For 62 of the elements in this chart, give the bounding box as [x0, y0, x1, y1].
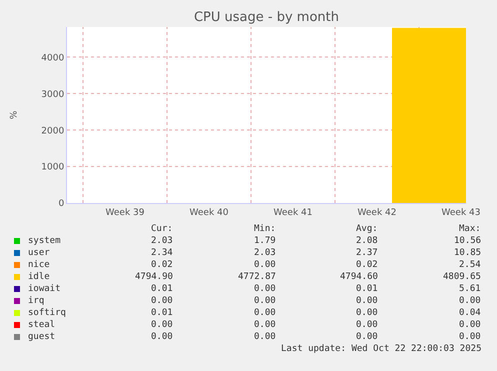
y-tick-label: 2000 — [41, 126, 64, 136]
text: 2.54 — [459, 260, 481, 270]
text: 0.00 — [254, 308, 276, 318]
y-tick-label: 0 — [58, 199, 64, 210]
text: 0.00 — [459, 332, 481, 342]
text: 0.00 — [254, 284, 276, 294]
text: 0.00 — [151, 332, 173, 342]
text: Cur: — [151, 224, 173, 234]
legend-label: iowait — [28, 284, 61, 294]
text: 0.00 — [459, 320, 481, 330]
text: Last update: Wed Oct 22 22:00:03 2025 — [281, 344, 482, 354]
text: 0.01 — [356, 284, 378, 294]
legend-label: system — [28, 236, 61, 246]
text: 4794.60 — [340, 272, 378, 282]
y-tick-label: 1000 — [41, 162, 64, 173]
x-tick-label: Week 43 — [442, 208, 480, 218]
text: 10.56 — [454, 236, 482, 246]
legend-label: idle — [28, 272, 50, 282]
text: Max: — [459, 224, 481, 234]
text: 2.37 — [356, 248, 378, 258]
text: 0.01 — [151, 284, 173, 294]
text: 4794.90 — [135, 272, 173, 282]
text: 0.04 — [459, 308, 481, 318]
x-tick-label: Week 42 — [358, 208, 396, 218]
y-tick-label: 3000 — [41, 90, 64, 100]
legend-label: user — [28, 248, 50, 258]
text: 4772.87 — [238, 272, 276, 282]
legend-label: softirq — [28, 308, 66, 318]
text: 0.02 — [356, 260, 378, 270]
text: 0.02 — [151, 260, 173, 270]
text: 0.00 — [356, 320, 378, 330]
text: 0.00 — [459, 296, 481, 306]
text: 1.79 — [254, 236, 276, 246]
text: 0.00 — [254, 332, 276, 342]
text: 2.08 — [356, 236, 378, 246]
x-tick-label: Week 40 — [190, 208, 229, 218]
text: 0.01 — [151, 308, 173, 318]
text: 4809.65 — [443, 272, 481, 282]
text: 2.03 — [254, 248, 276, 258]
text: 0.00 — [254, 260, 276, 270]
text: 2.03 — [151, 236, 173, 246]
y-tick-label: 4000 — [41, 53, 64, 64]
legend-label: steal — [28, 320, 56, 330]
legend-label: irq — [28, 296, 44, 306]
text: Min: — [254, 224, 276, 234]
y-axis-title: % — [10, 110, 20, 120]
text: 0.00 — [151, 320, 173, 330]
legend-label: nice — [28, 260, 50, 270]
text: 5.61 — [459, 284, 481, 294]
x-tick-label: Week 39 — [106, 208, 145, 218]
text: 10.85 — [454, 248, 482, 258]
text: 0.00 — [356, 296, 378, 306]
text: 0.00 — [356, 332, 378, 342]
text: 2.34 — [151, 248, 173, 258]
text: 0.00 — [254, 320, 276, 330]
text: 0.00 — [356, 308, 378, 318]
text: Avg: — [356, 224, 378, 234]
text: 0.00 — [151, 296, 173, 306]
text: 0.00 — [254, 296, 276, 306]
x-tick-label: Week 41 — [274, 208, 312, 218]
legend-label: guest — [28, 332, 56, 342]
chart-title: CPU usage - by month — [194, 10, 340, 26]
